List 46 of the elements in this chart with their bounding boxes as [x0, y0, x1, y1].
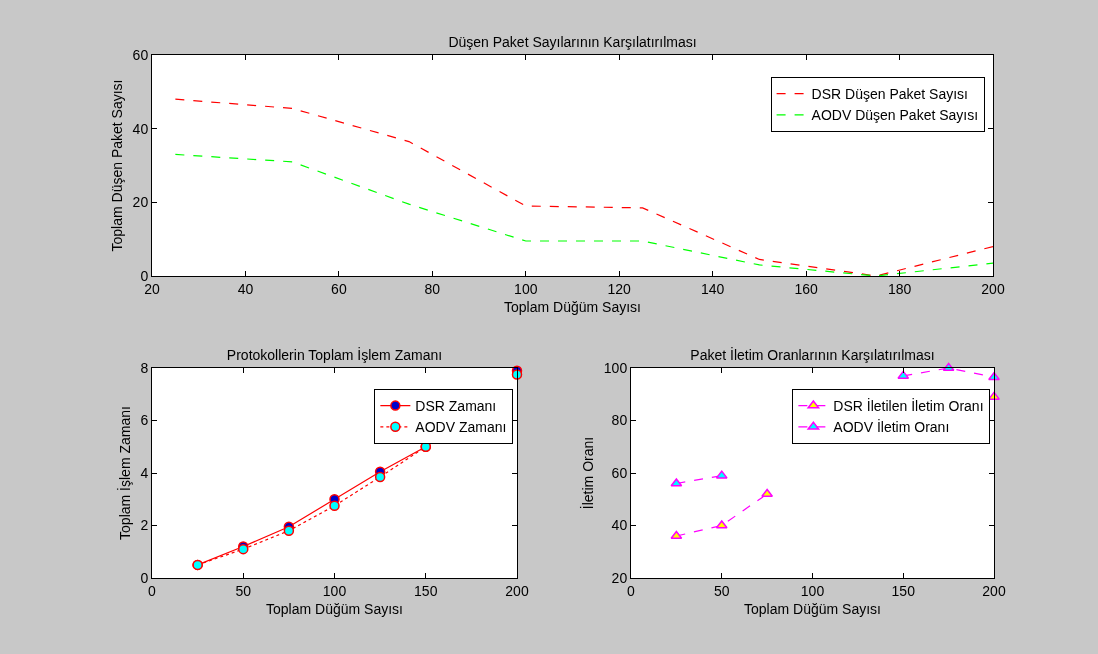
x-tick-label: 140: [700, 280, 725, 297]
x-tick-label: 150: [891, 582, 916, 599]
legend-label: AODV Düşen Paket Sayısı: [811, 107, 979, 124]
x-tick-label: 40: [237, 280, 254, 297]
x-tick-label: 150: [414, 582, 438, 599]
y-tick-label: 100: [603, 359, 628, 376]
y-tick-label: 6: [140, 412, 149, 429]
y-axis-title: Toplam İşlem Zamanı: [116, 406, 133, 540]
legend-label: DSR Düşen Paket Sayısı: [811, 86, 968, 103]
x-tick-label: 200: [982, 582, 1006, 599]
y-axis-title: İletim Oranı: [579, 436, 597, 510]
y-tick-label: 8: [140, 359, 149, 376]
y-tick-label: 40: [611, 517, 628, 534]
y-tick-label: 60: [611, 464, 628, 481]
y-tick-label: 20: [132, 194, 149, 211]
x-tick-label: 160: [794, 280, 818, 297]
y-tick-label: 40: [132, 120, 149, 137]
y-tick-label: 80: [611, 412, 628, 429]
y-tick-label: 20: [611, 569, 628, 586]
legend-label: DSR İletilen İletim Oranı: [833, 397, 984, 415]
x-axis-title: Toplam Düğüm Sayısı: [266, 601, 403, 618]
legend-label: AODV İletim Oranı: [833, 418, 950, 436]
y-tick-label: 0: [140, 569, 149, 586]
x-tick-label: 100: [322, 582, 347, 599]
y-tick-label: 4: [140, 464, 149, 481]
legend-label: DSR Zamanı: [415, 398, 497, 415]
x-tick-label: 200: [505, 582, 529, 599]
x-tick-label: 100: [800, 582, 825, 599]
y-tick-label: 0: [140, 267, 149, 284]
x-tick-label: 80: [424, 280, 441, 297]
chart-title: Paket İletim Oranlarının Karşılatırılması: [690, 346, 935, 363]
x-tick-label: 60: [331, 280, 347, 297]
x-tick-label: 100: [514, 280, 538, 297]
chart-title: Protokollerin Toplam İşlem Zamanı: [226, 346, 443, 363]
chart-title: Düşen Paket Sayılarının Karşılatırılması: [448, 34, 697, 50]
x-axis-title: Toplam Düğüm Sayısı: [504, 299, 641, 316]
x-tick-label: 50: [713, 582, 730, 599]
x-axis-title: Toplam Düğüm Sayısı: [744, 601, 881, 618]
y-tick-label: 2: [140, 517, 149, 534]
y-tick-label: 60: [132, 46, 149, 63]
x-tick-label: 180: [887, 280, 912, 297]
y-axis-title: Toplam Düşen Paket Sayısı: [109, 79, 126, 252]
x-tick-label: 120: [607, 280, 632, 297]
x-tick-label: 50: [235, 582, 252, 599]
legend-label: AODV Zamanı: [415, 419, 507, 436]
x-tick-label: 200: [981, 280, 1005, 297]
